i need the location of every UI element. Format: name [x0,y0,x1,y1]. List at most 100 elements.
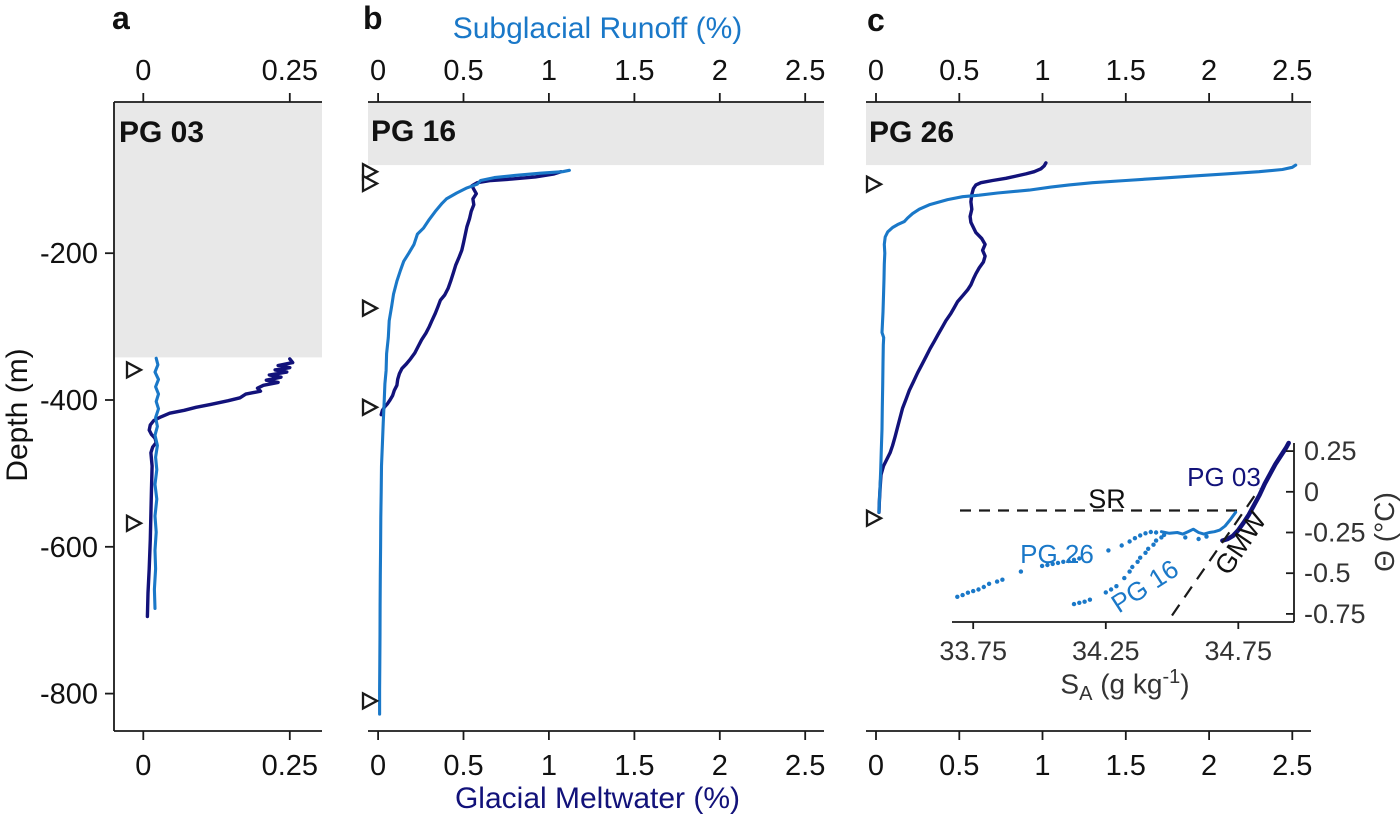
tick-label: 0 [370,750,386,782]
top-axis-title: Subglacial Runoff (%) [452,12,743,45]
inset-pg16-ts-dot [1077,600,1082,605]
inset-pg26-ts-dot [1000,577,1005,582]
tick-label: 1 [1034,55,1050,87]
depth-marker-triangle [361,691,380,711]
tick-label: 0.5 [443,750,483,782]
inset-pg16-ts-dot [1103,590,1109,595]
depth-marker-triangle [361,162,380,182]
inset-y-axis-title: Θ (°C) [1369,492,1400,572]
inset-pg16-ts-dot [1127,569,1132,574]
ice-shelf-band-c [866,102,1311,166]
depth-marker-triangle [361,174,380,193]
panel-b: 0 0 0.5 0.5 1 1 1.5 1.5 2 2 2.5 2.5 [361,55,825,782]
depth-marker-triangle [865,508,884,528]
tick-label: -0.75 [1304,599,1366,629]
tick-label: 2 [1201,750,1217,782]
inset-pg26-ts-dot [981,584,986,590]
inset-pg16-ts-dot [1071,601,1077,607]
inset-pg16-ts-dot [1161,532,1167,538]
tick-label: 1.5 [614,55,654,87]
depth-marker-triangle [125,513,144,533]
inset-pg26-ts-dot [1055,560,1061,566]
b-subglacial-runoff-curve [378,168,571,716]
tick-label: 1 [1034,750,1050,782]
inset-pg26-ts-dot [960,592,965,598]
tick-label: 2 [1201,55,1217,87]
inset-pg26-ts-dot [971,588,976,594]
tick-label: -600 [40,532,98,564]
tick-label: 0.25 [262,55,318,87]
panel-letter-a: a [112,0,130,36]
inset-pg26-ts-dot [1106,548,1111,553]
tick-label: 0 [135,750,151,782]
c-subglacial-runoff-curve [877,163,1298,514]
tick-label: 2.5 [1272,750,1312,782]
inset-pg26-label: PG 26 [1020,539,1094,569]
tick-label: 1.5 [1106,55,1146,87]
inset-pg26-ts-dot [1143,531,1148,536]
tick-label: 0.5 [443,55,483,87]
tick-label: 2 [712,750,728,782]
inset-pg16-ts-dot [1143,550,1148,555]
inset-pg26-ts-dot [1148,529,1154,535]
station-label-pg16: PG 16 [371,115,457,148]
inset-pg26-ts-dot [1066,558,1071,564]
panel-a: 0 0 0.25 0.25 -200 -400 -600 -800 [40,55,322,782]
c-glacial-meltwater-curve [877,161,1048,514]
salinity-subscript: A [1079,682,1093,705]
tick-label: 34.25 [1072,636,1140,666]
inset-pg26-ts-dot [1018,569,1024,574]
tick-label: -0.25 [1304,518,1366,548]
inset-pg03-label: PG 03 [1187,462,1261,492]
inset-pg16-ts-dot [1114,584,1119,589]
inset-pg16-ts-dot [1082,599,1087,604]
gmw-endmember-line [1171,487,1261,617]
tick-label: 2.5 [1272,55,1312,87]
inset-pg16-ts-dot [1122,575,1127,581]
inset-pg16-ts-dot [1196,536,1201,542]
tick-label: 0.25 [1304,436,1357,466]
inset-sr-label: SR [1088,484,1126,514]
tick-label: 0 [1304,477,1319,507]
tick-label: 0 [868,55,884,87]
inset-pg26-ts-dot [1039,563,1045,569]
ice-shelf-band-a [114,102,322,358]
inset-pg26-ts-dot [1127,539,1132,544]
salinity-symbol: S [1060,668,1080,700]
depth-marker-triangle [865,174,884,194]
inset-pg26-ts-dot [994,579,1000,584]
tick-label: 1.5 [1106,750,1146,782]
inset-pg26-ts-dot [1132,536,1138,541]
a-subglacial-runoff-curve [152,356,161,610]
tick-label: 33.75 [939,636,1007,666]
b-glacial-meltwater-curve [379,169,563,417]
tick-label: 0 [135,55,151,87]
inset-pg16-ts-dot [1146,546,1151,551]
tick-label: 1 [541,55,557,87]
inset-pg16-ts-dot [1183,535,1188,540]
inset-pg26-ts-dot [1050,561,1055,567]
salinity-units-close: ) [1180,668,1190,700]
tick-label: 2.5 [785,55,825,87]
inset-pg03-ts-curve [1220,440,1291,543]
tick-label: 0.5 [939,55,979,87]
a-glacial-meltwater-curve [145,357,295,619]
tick-label: 34.75 [1205,636,1273,666]
inset-pg16-ts-dot [1108,587,1114,592]
inset-pg26-ts-dot [955,594,960,599]
inset-pg16-ts-dot [1204,534,1209,539]
inset-background [944,434,1314,634]
inset-pg26-ts-dot [1077,556,1082,561]
inset-pg26-ts-dot [986,581,992,586]
tick-label: 0 [370,55,386,87]
inset-pg16-ts-dot [1138,555,1143,560]
station-label-pg26: PG 26 [869,116,955,149]
tick-label: 0.5 [939,750,979,782]
panel-c: 0 0 0.5 0.5 1 1 1.5 1.5 2 2 2.5 2.5 [865,55,1312,782]
inset-pg16-ts-dot [1135,559,1140,564]
inset-pg26-ts-dot [1061,559,1066,564]
tick-label: 2 [712,55,728,87]
ice-shelf-band-b [368,102,824,166]
tick-label: 2.5 [785,750,825,782]
